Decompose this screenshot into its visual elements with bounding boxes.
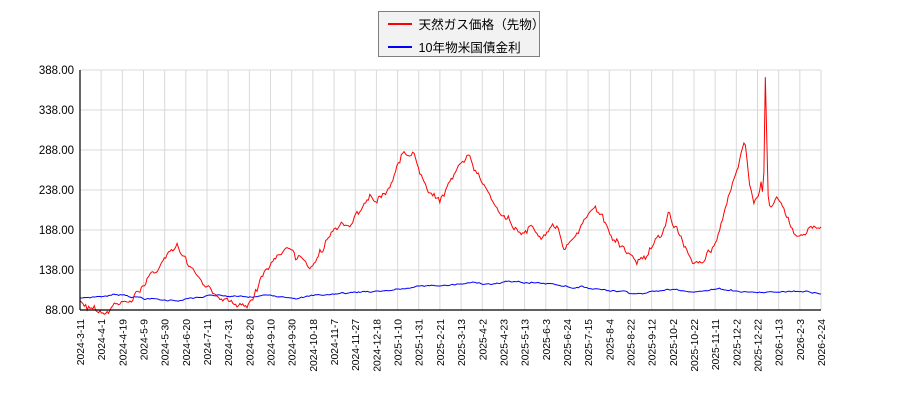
svg-text:2024-9-10: 2024-9-10 — [267, 319, 278, 366]
svg-text:2025-1-10: 2025-1-10 — [394, 319, 405, 366]
svg-text:2025-11-11: 2025-11-11 — [711, 319, 722, 370]
svg-text:188.00: 188.00 — [39, 225, 74, 237]
svg-text:2025-10-2: 2025-10-2 — [669, 319, 680, 366]
svg-text:2025-7-15: 2025-7-15 — [584, 319, 595, 366]
svg-text:2024-7-11: 2024-7-11 — [203, 319, 214, 365]
svg-text:138.00: 138.00 — [39, 265, 74, 277]
svg-text:2025-2-21: 2025-2-21 — [436, 319, 447, 366]
svg-text:2024-4-19: 2024-4-19 — [118, 319, 129, 366]
svg-text:2024-10-18: 2024-10-18 — [309, 319, 320, 372]
svg-text:2025-9-12: 2025-9-12 — [648, 319, 659, 366]
svg-text:2025-6-3: 2025-6-3 — [542, 319, 553, 360]
svg-text:88.00: 88.00 — [45, 305, 74, 317]
svg-text:2025-6-24: 2025-6-24 — [563, 319, 574, 366]
svg-text:2026-1-13: 2026-1-13 — [775, 319, 786, 366]
svg-text:2025-12-2: 2025-12-2 — [732, 319, 743, 366]
svg-text:2024-8-20: 2024-8-20 — [245, 319, 256, 366]
svg-text:2025-8-4: 2025-8-4 — [605, 319, 616, 360]
svg-text:238.00: 238.00 — [39, 185, 74, 197]
svg-text:2024-3-11: 2024-3-11 — [76, 319, 87, 365]
svg-text:2024-5-30: 2024-5-30 — [161, 319, 172, 366]
svg-text:2024-12-18: 2024-12-18 — [372, 319, 383, 372]
svg-text:2024-5-9: 2024-5-9 — [140, 319, 151, 360]
svg-text:2024-4-1: 2024-4-1 — [97, 319, 108, 360]
svg-text:2025-12-22: 2025-12-22 — [753, 319, 764, 372]
svg-text:2024-6-20: 2024-6-20 — [182, 319, 193, 366]
svg-text:2024-11-7: 2024-11-7 — [330, 319, 341, 365]
svg-text:2025-8-22: 2025-8-22 — [626, 319, 637, 366]
svg-text:2025-5-13: 2025-5-13 — [521, 319, 532, 366]
svg-text:388.00: 388.00 — [39, 65, 74, 77]
svg-text:338.00: 338.00 — [39, 105, 74, 117]
svg-text:2025-3-13: 2025-3-13 — [457, 319, 468, 366]
svg-text:2024-7-31: 2024-7-31 — [224, 319, 235, 366]
svg-text:2026-2-3: 2026-2-3 — [796, 319, 807, 360]
svg-text:2026-2-24: 2026-2-24 — [817, 319, 828, 366]
svg-text:2025-1-31: 2025-1-31 — [415, 319, 426, 366]
svg-text:2025-4-23: 2025-4-23 — [499, 319, 510, 366]
svg-text:2025-10-22: 2025-10-22 — [690, 319, 701, 372]
svg-text:2024-11-27: 2024-11-27 — [351, 319, 362, 371]
svg-text:2024-9-30: 2024-9-30 — [288, 319, 299, 366]
svg-text:288.00: 288.00 — [39, 145, 74, 157]
svg-text:2025-4-2: 2025-4-2 — [478, 319, 489, 360]
